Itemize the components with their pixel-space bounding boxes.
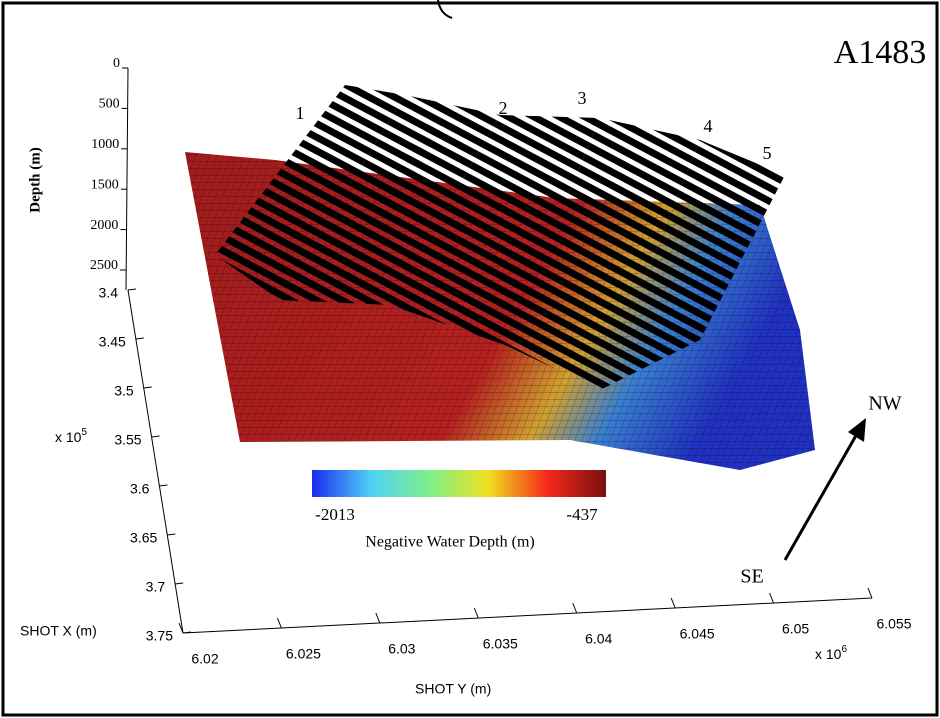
x-scale-base: x 10	[55, 429, 82, 445]
x-tick-label: 3.75	[146, 628, 173, 644]
x-tick	[127, 288, 137, 291]
x-tick	[151, 435, 160, 438]
z-axis	[125, 67, 129, 291]
direction-arrow	[783, 431, 860, 561]
line-label: 4	[704, 116, 713, 136]
x-axis-label: SHOT X (m)	[20, 623, 97, 639]
z-tick-label: 2500	[90, 258, 118, 273]
colorbar-max: -437	[566, 505, 598, 524]
y-tick	[867, 587, 873, 599]
colorbar	[312, 470, 606, 497]
x-scale-exp: 5	[81, 427, 87, 438]
y-tick	[178, 622, 184, 634]
direction-label: SE	[740, 566, 763, 588]
y-tick-label: 6.03	[388, 641, 415, 657]
x-scale: x 105	[55, 427, 87, 445]
z-tick-label: 500	[99, 97, 120, 112]
y-tick	[473, 607, 479, 619]
y-axis-label: SHOT Y (m)	[415, 681, 491, 697]
direction-label: NW	[868, 393, 901, 415]
x-tick-label: 3.7	[146, 579, 166, 595]
y-tick-label: 6.025	[286, 646, 321, 662]
survey-lines	[215, 85, 785, 390]
arrow-head	[848, 418, 866, 442]
y-scale: x 106	[815, 644, 847, 662]
x-tick	[143, 386, 152, 389]
y-tick-label: 6.055	[876, 616, 911, 632]
line-label: 5	[763, 143, 772, 163]
y-scale-base: x 10	[815, 646, 842, 662]
z-tick-label: 1500	[91, 177, 119, 192]
z-tick-label: 1000	[91, 137, 119, 152]
x-tick-label: 3.6	[130, 481, 150, 497]
x-tick-label: 3.4	[99, 285, 119, 301]
colorbar-label: Negative Water Depth (m)	[365, 534, 534, 551]
y-tick-label: 6.04	[585, 631, 612, 647]
z-axis-label: Depth (m)	[27, 147, 43, 212]
x-tick-label: 3.55	[114, 432, 141, 448]
y-tick	[375, 612, 381, 624]
x-tick	[135, 337, 144, 340]
z-tick-label: 2000	[90, 218, 118, 233]
y-tick	[572, 602, 578, 614]
y-tick	[769, 592, 775, 604]
x-tick-label: 3.45	[99, 334, 126, 350]
x-tick-label: 3.5	[114, 383, 134, 399]
y-tick	[670, 597, 676, 609]
x-tick-label: 3.65	[130, 530, 157, 546]
line-label: 3	[578, 88, 587, 108]
title: A1483	[834, 34, 927, 71]
y-tick-label: 6.045	[680, 626, 715, 642]
y-scale-exp: 6	[841, 644, 847, 655]
cut-off-mark	[437, 0, 453, 19]
x-tick	[167, 533, 176, 536]
x-tick	[159, 484, 168, 487]
y-tick-label: 6.035	[483, 636, 518, 652]
x-tick	[182, 631, 192, 634]
y-tick-label: 6.02	[191, 651, 218, 667]
x-tick	[175, 582, 184, 585]
y-tick-label: 6.05	[782, 621, 809, 637]
colorbar-min: -2013	[315, 505, 355, 524]
line-label: 2	[499, 98, 508, 118]
x-axis	[127, 289, 184, 634]
y-tick	[276, 617, 282, 629]
y-axis	[182, 597, 873, 634]
line-label: 1	[296, 103, 305, 123]
z-tick-label: 0	[113, 56, 120, 71]
